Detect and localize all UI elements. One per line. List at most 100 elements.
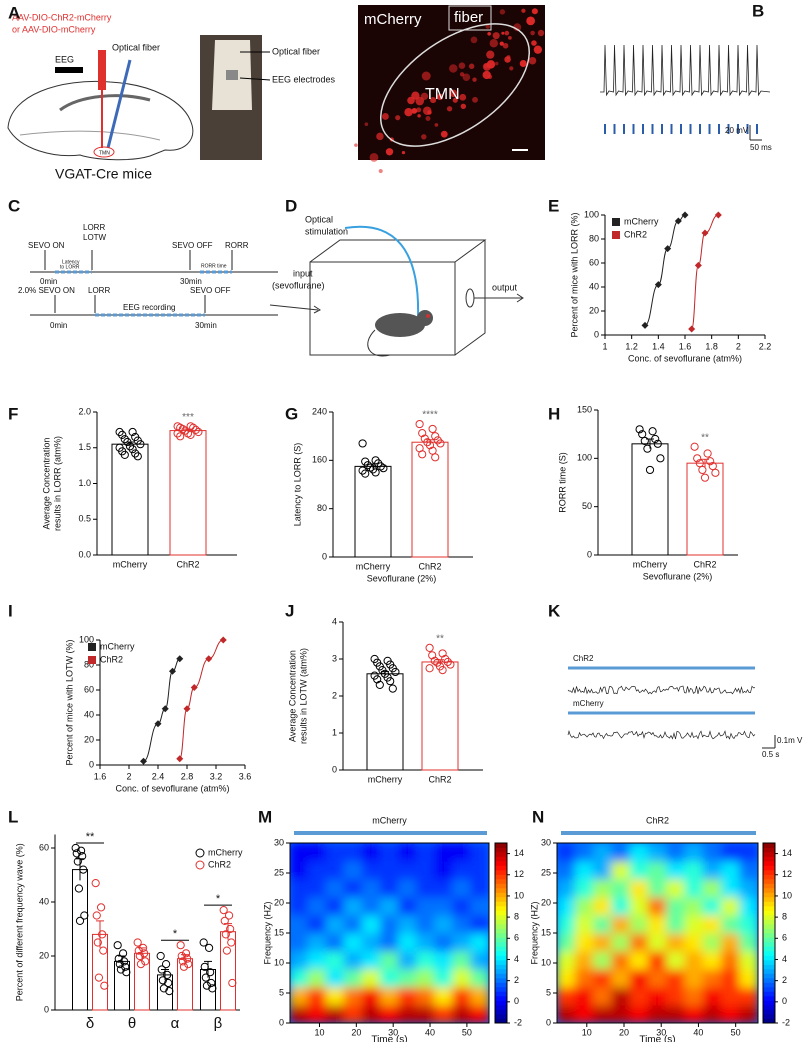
cell [593, 860, 613, 880]
label: Optical [305, 214, 333, 224]
cell [647, 1004, 668, 1023]
cell [449, 64, 458, 73]
cell [361, 986, 381, 1006]
colorbar-step [495, 946, 507, 952]
electrode-connector [226, 70, 238, 80]
cell [398, 896, 418, 916]
legend-marker [195, 860, 205, 870]
data-point [711, 468, 720, 477]
cell [452, 914, 472, 934]
significance: * [216, 893, 221, 905]
event: LORR [88, 286, 110, 295]
colorbar-step [763, 883, 775, 889]
x-tick-label: θ [128, 1015, 136, 1032]
significance: * [173, 928, 178, 940]
cell [343, 878, 363, 898]
cell [421, 71, 431, 81]
y-tick-label: 1.0 [78, 478, 91, 488]
colorbar-step [495, 874, 507, 880]
cell [557, 860, 576, 880]
colorbar-label: 12 [514, 869, 524, 879]
bar [686, 462, 724, 556]
cell [416, 107, 422, 113]
cell [378, 168, 383, 174]
data-point [96, 903, 106, 912]
cell [531, 40, 537, 46]
cell [460, 103, 467, 110]
panel-d [269, 225, 524, 357]
data-point [116, 965, 126, 974]
cell [574, 950, 595, 970]
mouse-line: VGAT-Cre mice [55, 166, 152, 182]
cell [398, 932, 418, 952]
cell [574, 896, 595, 916]
cell [611, 843, 631, 862]
data-point [72, 849, 81, 858]
cell [666, 950, 686, 970]
cell [702, 968, 722, 988]
fit-curve [143, 658, 180, 762]
fiber [344, 225, 420, 319]
cell [593, 1004, 613, 1023]
cell [739, 860, 758, 880]
spectrogram [557, 843, 758, 1023]
image-label: TMN [425, 86, 460, 103]
bar [111, 443, 149, 556]
colorbar-step [495, 856, 507, 862]
colorbar-label: 4 [782, 954, 787, 964]
cell [307, 950, 327, 970]
data-point [379, 464, 388, 473]
colorbar-step [495, 892, 507, 898]
span-label: RORR time [201, 263, 227, 269]
y-tick-label: 80 [84, 659, 94, 669]
colorbar-label: 14 [514, 848, 524, 858]
y-tick-label: 80 [317, 503, 327, 513]
cell [459, 72, 465, 77]
trace-label: mCherry [573, 699, 604, 708]
cell [629, 1004, 649, 1023]
colorbar-step [495, 937, 507, 943]
x-tick-label: ChR2 [418, 561, 441, 571]
x-tick-label: 50 [462, 1027, 472, 1037]
y-tick-label: 2 [332, 690, 337, 700]
marker [714, 211, 722, 219]
y-tick-label: 0.5 [78, 514, 91, 524]
data-point [118, 430, 127, 439]
cell [472, 77, 477, 82]
cell [684, 950, 704, 970]
cell [434, 860, 454, 880]
cell [720, 843, 741, 862]
panel-label: G [285, 404, 298, 423]
marker [183, 705, 191, 713]
colorbar-step [763, 1009, 775, 1015]
panel-label: H [548, 404, 560, 423]
membrane-trace [600, 44, 771, 97]
eeg-trace [567, 729, 756, 740]
marker [694, 261, 702, 269]
cell [629, 896, 649, 916]
y-tick-label: 40 [39, 896, 49, 906]
cell [307, 860, 327, 880]
panel-label: M [258, 807, 272, 826]
legend-swatch [88, 643, 96, 651]
data-point [115, 427, 124, 437]
data-point [443, 657, 452, 667]
data-point [376, 462, 385, 471]
data-point [425, 643, 434, 653]
cell [379, 1004, 400, 1023]
cell [290, 896, 309, 916]
cell [343, 860, 363, 880]
x-tick-label: mCherry [356, 561, 391, 571]
cell [739, 878, 758, 898]
arrowhead [313, 305, 321, 314]
cell [557, 914, 576, 934]
panel-d-text: Optical stimulation input (sevoflurane) … [272, 214, 518, 292]
data-point [204, 943, 214, 953]
data-point [221, 930, 230, 939]
data-point [73, 857, 82, 866]
cell [421, 134, 427, 140]
cell [369, 153, 379, 162]
bar [169, 430, 207, 556]
x-tick-label: 40 [693, 1027, 703, 1037]
colorbar-step [763, 847, 775, 853]
